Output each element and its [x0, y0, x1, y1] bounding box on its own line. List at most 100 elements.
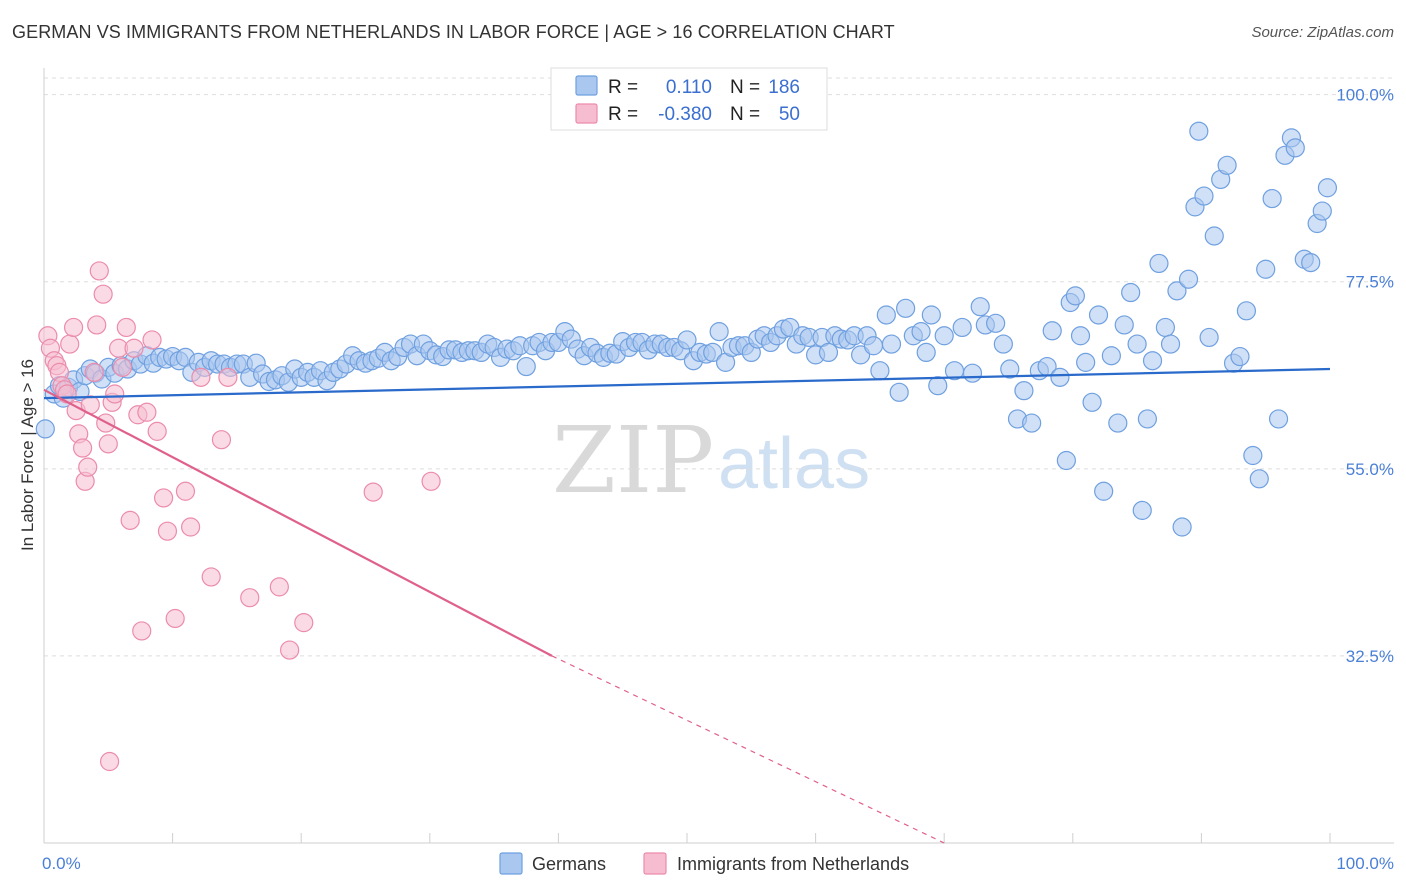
point-germans: [911, 322, 931, 342]
point-germans: [1268, 409, 1289, 429]
point-netherlands: [116, 317, 136, 338]
point-netherlands: [105, 384, 125, 404]
point-germans: [1285, 138, 1305, 158]
point-germans: [1101, 346, 1121, 366]
point-germans: [1042, 321, 1062, 341]
point-germans: [1121, 282, 1141, 303]
point-germans: [1189, 121, 1209, 141]
bottom-legend-label-germans: Germans: [532, 854, 606, 874]
point-germans: [952, 317, 972, 338]
y-tick-label: 100.0%: [1336, 86, 1394, 105]
point-netherlands: [89, 261, 109, 281]
point-germans: [1070, 326, 1091, 346]
bottom-legend-swatch-netherlands: [643, 852, 667, 875]
point-germans: [1132, 500, 1152, 520]
legend-r-value-germans: 0.110: [666, 77, 712, 98]
y-tick-label: 55.0%: [1346, 460, 1394, 479]
point-netherlands: [165, 608, 185, 629]
y-tick-labels: 32.5% 55.0% 77.5% 100.0%: [1336, 86, 1394, 666]
point-germans: [876, 305, 896, 325]
point-germans: [1088, 305, 1109, 325]
legend-n-label-germans: N =: [730, 77, 760, 98]
point-germans: [928, 376, 948, 396]
point-germans: [1160, 334, 1181, 354]
legend-swatch-germans: [575, 75, 598, 96]
point-germans: [1142, 351, 1163, 371]
legend-n-value-germans: 186: [768, 77, 800, 98]
point-germans: [1065, 286, 1085, 306]
point-germans: [1262, 188, 1282, 209]
point-germans: [35, 419, 55, 439]
point-netherlands: [120, 510, 140, 530]
point-netherlands: [280, 640, 300, 660]
point-germans: [1050, 367, 1070, 387]
point-germans: [1178, 269, 1199, 289]
point-netherlands: [72, 438, 93, 458]
point-netherlands: [294, 613, 314, 633]
y-axis-title: In Labor Force | Age > 16: [18, 359, 37, 551]
point-germans: [870, 361, 890, 381]
series-legend: Germans Immigrants from Netherlands: [499, 852, 909, 875]
point-germans: [1236, 301, 1257, 321]
point-germans: [1114, 315, 1134, 335]
point-germans: [1014, 381, 1034, 401]
point-germans: [1256, 259, 1276, 279]
point-germans: [970, 297, 990, 317]
point-netherlands: [57, 384, 77, 404]
point-germans: [1312, 201, 1332, 221]
legend-swatch-netherlands: [575, 103, 598, 124]
point-germans: [934, 326, 954, 346]
legend-r-label-germans: R =: [608, 77, 638, 98]
chart-source: Source: ZipAtlas.com: [1251, 24, 1394, 41]
trend-lines: [43, 367, 1331, 844]
point-germans: [516, 356, 536, 377]
point-netherlands: [191, 367, 211, 387]
x-tick-label-max: 100.0%: [1336, 854, 1394, 873]
point-germans: [1022, 413, 1042, 433]
legend-n-label-netherlands: N =: [730, 104, 760, 125]
point-netherlands: [421, 471, 441, 491]
y-tick-label: 32.5%: [1346, 647, 1394, 666]
legend-n-value-netherlands: 50: [779, 104, 800, 125]
bottom-legend-swatch-germans: [499, 852, 523, 875]
point-netherlands: [99, 751, 120, 772]
point-germans: [1194, 186, 1214, 206]
point-germans: [1243, 445, 1263, 466]
point-netherlands: [181, 517, 201, 537]
watermark-zip: ZIP: [552, 407, 714, 514]
point-netherlands: [269, 577, 289, 597]
point-netherlands: [60, 334, 80, 354]
point-netherlands: [142, 330, 162, 350]
point-netherlands: [78, 457, 98, 477]
legend-r-label-netherlands: R =: [608, 104, 638, 125]
point-germans: [1249, 469, 1269, 489]
point-germans: [921, 305, 941, 325]
x-tick-label-min: 0.0%: [42, 854, 81, 873]
point-netherlands: [132, 621, 152, 641]
point-netherlands: [201, 567, 221, 587]
point-germans: [1204, 226, 1224, 246]
point-netherlands: [63, 317, 84, 338]
point-germans: [896, 298, 916, 318]
point-germans: [993, 334, 1013, 354]
point-netherlands: [157, 521, 178, 541]
trend-line-netherlands-extension: [551, 655, 945, 844]
point-germans: [1094, 481, 1114, 501]
point-netherlands: [218, 367, 238, 387]
point-netherlands: [124, 338, 144, 358]
point-netherlands: [93, 284, 113, 304]
point-germans: [1230, 346, 1250, 367]
point-netherlands: [137, 402, 157, 422]
trend-line-germans: [43, 367, 1331, 400]
point-germans: [709, 322, 729, 342]
series-netherlands: [38, 261, 441, 772]
point-germans: [1167, 281, 1187, 301]
point-germans: [889, 382, 909, 402]
point-germans: [1155, 317, 1175, 338]
point-germans: [1172, 517, 1192, 537]
point-netherlands: [87, 315, 107, 335]
point-netherlands: [98, 434, 118, 454]
point-netherlands: [147, 421, 167, 441]
point-germans: [1317, 178, 1338, 198]
